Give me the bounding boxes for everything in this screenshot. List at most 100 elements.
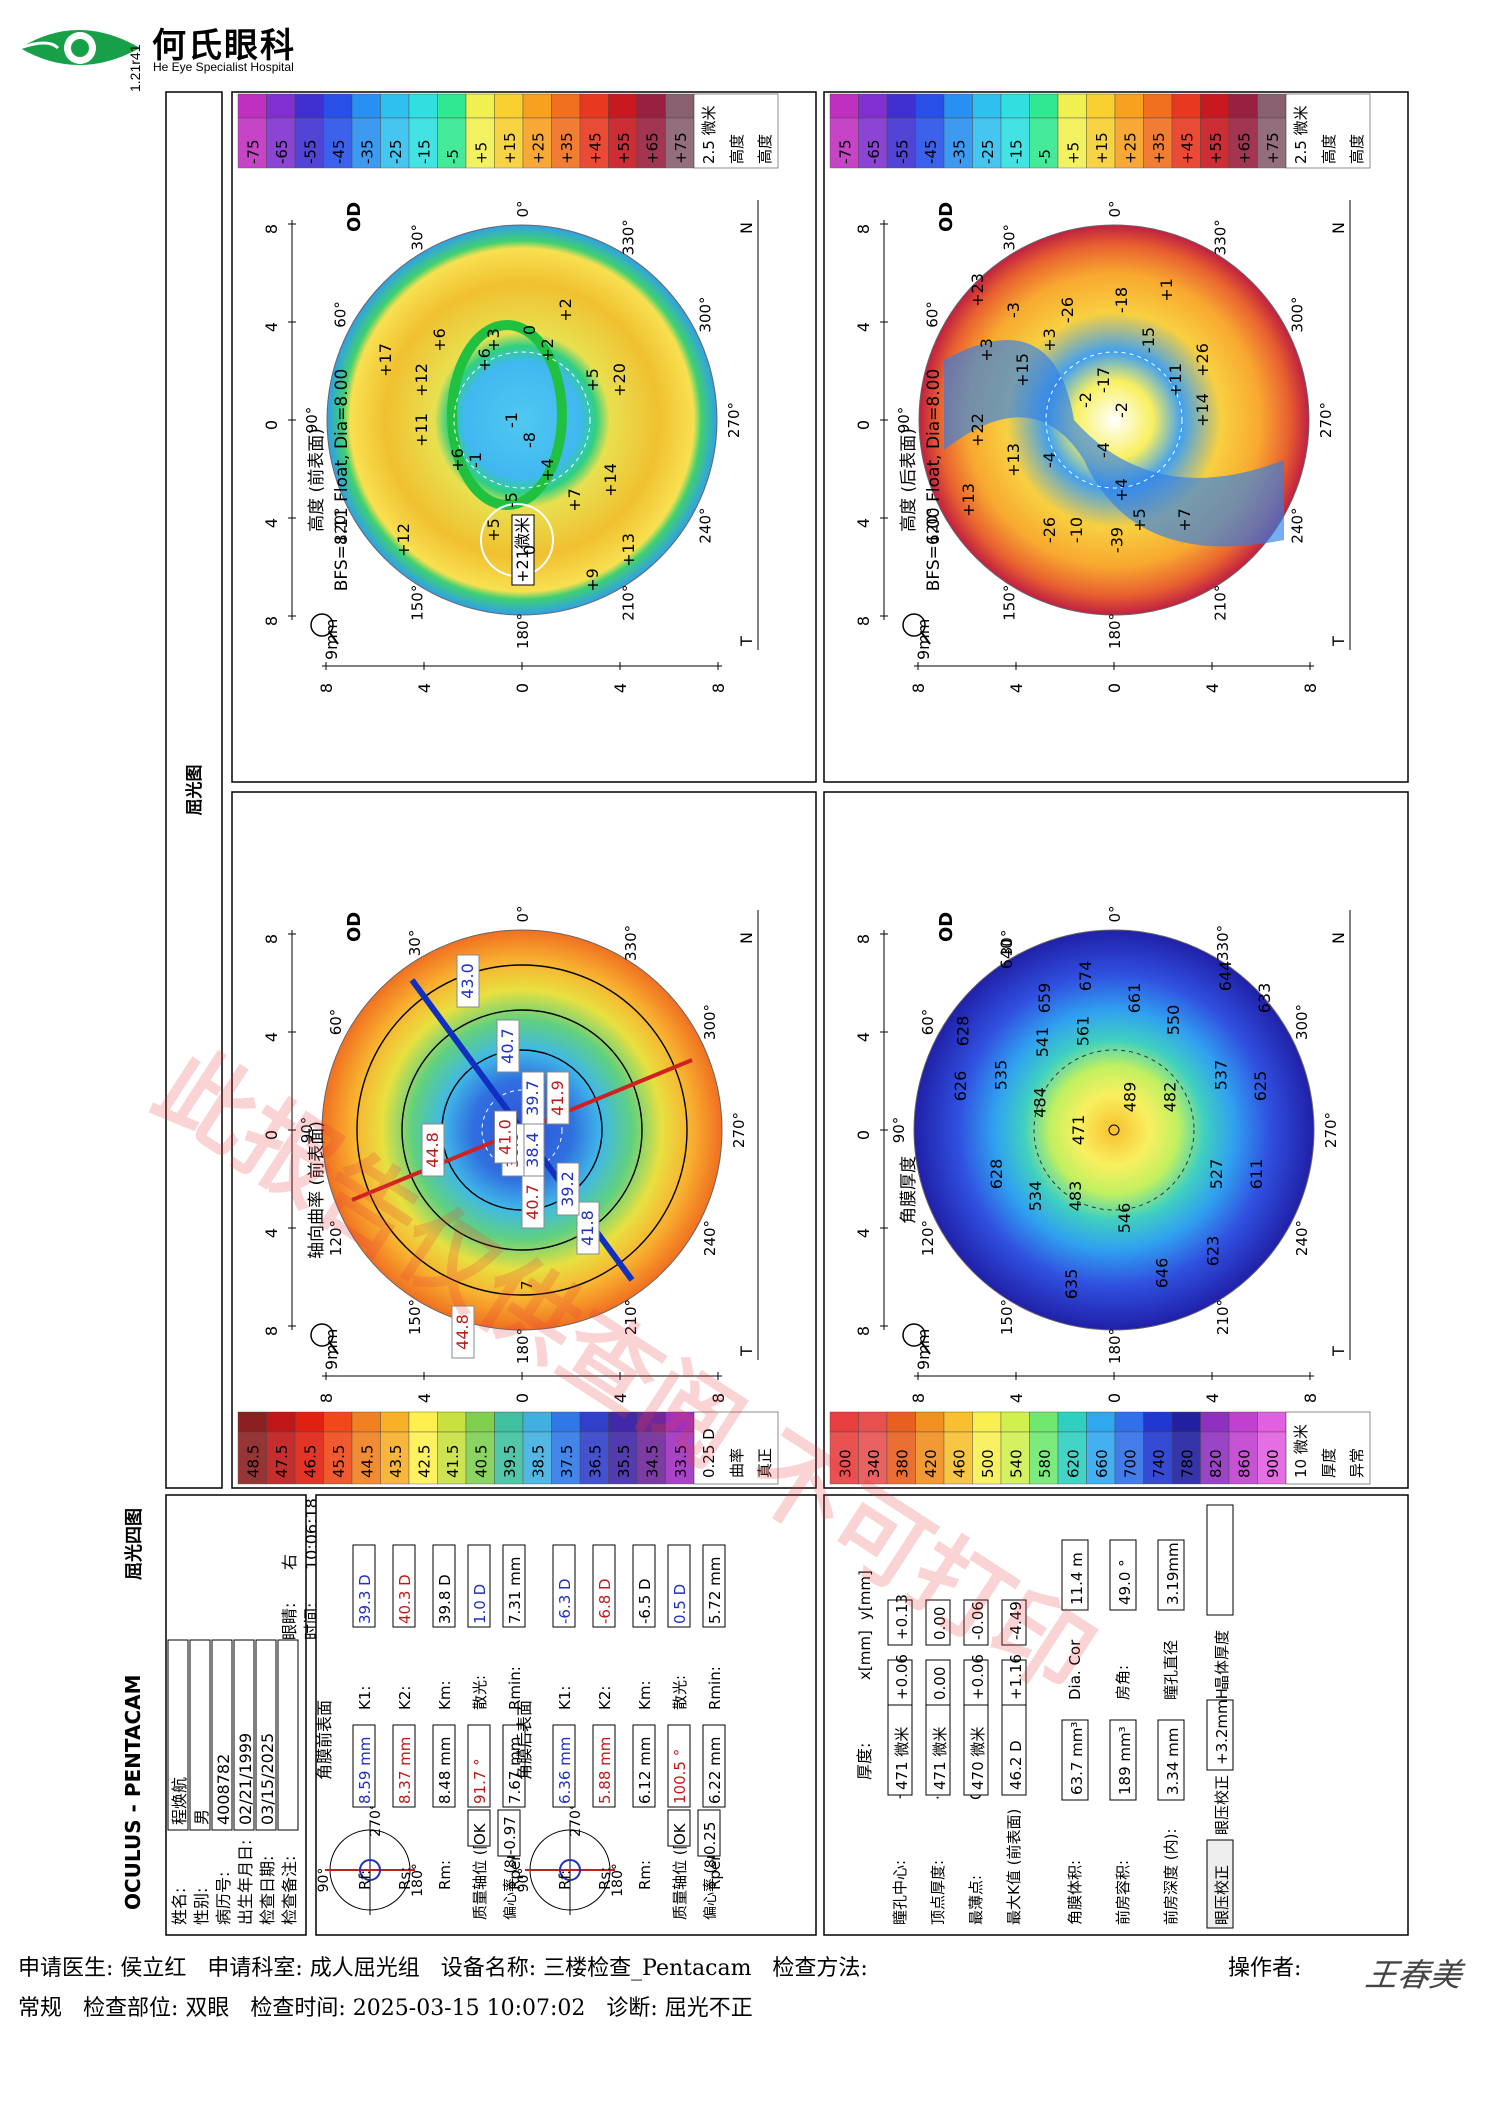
thick-scale-swatch — [1228, 1431, 1258, 1485]
elev-back-scale-unit-box — [1285, 93, 1371, 169]
thick-scale-swatch — [886, 1431, 916, 1485]
posterior-rf: 6.36 mm — [556, 1737, 574, 1804]
axial-center-ring — [481, 1089, 563, 1171]
elev-front-scale-swatch — [465, 93, 495, 119]
thick-value: 628 — [954, 1016, 973, 1047]
eye-label: 眼睛: — [280, 1603, 299, 1640]
anterior-rf-label: Rf: — [356, 1870, 374, 1890]
anterior-ecc: -0.97 — [501, 1816, 519, 1855]
elev-front-value: +20 — [610, 363, 629, 397]
posterior-rf-field — [552, 1724, 576, 1808]
elev-back-scale-swatch — [1114, 93, 1144, 119]
thick-degree-label: 180° — [1106, 1328, 1124, 1364]
thick-scale-label: 860 — [1235, 1449, 1253, 1478]
elev-back-degree-label: 60° — [923, 301, 941, 328]
thick-degree-label: 0° — [1106, 905, 1124, 922]
magnifier-icon[interactable] — [902, 1323, 926, 1347]
axial-value: 44.8 — [453, 1314, 472, 1350]
elev-front-scale-swatch — [294, 117, 324, 169]
thick-scale-swatch — [1114, 1411, 1144, 1433]
iop-corr-label: 眼压校正 — [1213, 1775, 1231, 1835]
magnifier-icon[interactable] — [310, 1323, 334, 1347]
patient-name-field — [167, 1639, 189, 1831]
thick-scale-swatch — [1143, 1411, 1173, 1433]
thick-map — [913, 929, 1315, 1331]
elev-front-value: +7 — [565, 488, 584, 512]
thick-degree-label: 150° — [998, 1299, 1016, 1335]
elev-back-scale-label: +35 — [1150, 132, 1168, 164]
axial-tick-label: 0 — [513, 1393, 532, 1403]
axial-value-box — [521, 1175, 545, 1229]
thick-scale-label: 460 — [950, 1449, 968, 1478]
chamber-pupil_dia-label: 瞳孔直径 — [1162, 1640, 1180, 1700]
apex-value: 471 微米 — [931, 1727, 949, 1790]
axial-degree-label: 240° — [701, 1220, 719, 1256]
axial-scale-swatch — [522, 1411, 552, 1433]
elev-front-scale-swatch — [323, 117, 353, 169]
thick-scale-swatch — [1029, 1431, 1059, 1485]
elev-back-degree-label: 30° — [1001, 224, 1019, 251]
elev-back-value: -39 — [1108, 527, 1127, 553]
elev-front-value: -8 — [520, 432, 539, 448]
thickness-y-header: y[mm] — [856, 1570, 874, 1620]
thick-scale-kind: 厚度 — [1320, 1448, 1338, 1478]
elev-front-scale-swatch — [494, 93, 524, 119]
elev-back-subtitle: BFS=6.00 Float, Dia=8.00 — [924, 369, 944, 592]
axial-degree-label: 60° — [327, 1009, 345, 1036]
axial-scale-swatch — [380, 1411, 410, 1433]
thick-scale-swatch — [858, 1431, 888, 1485]
magnifier-icon[interactable] — [902, 613, 926, 637]
axial-degree-label: 270° — [730, 1112, 748, 1148]
thick-scale-swatch — [1000, 1411, 1030, 1433]
magnifier-icon[interactable] — [310, 613, 334, 637]
axial-tick-label: 8 — [262, 1326, 281, 1336]
axial-degree-label: 120° — [327, 1220, 345, 1256]
axial-tick-label: 8 — [262, 934, 281, 944]
magnifier-icon[interactable] — [329, 632, 339, 645]
magnifier-icon[interactable] — [921, 1342, 931, 1355]
axial-degree-label: 150° — [406, 1299, 424, 1335]
elev-back-scale-label: +55 — [1207, 132, 1225, 164]
thick-value: 535 — [992, 1060, 1011, 1091]
elev-back-scale-mode: 高度 — [1348, 134, 1366, 164]
iop-corr-field — [1206, 1699, 1234, 1771]
pupil-center-label: 瞳孔中心: — [891, 1860, 909, 1925]
patient-dob-field — [233, 1639, 255, 1831]
pupil-center-value: 471 微米 — [893, 1727, 911, 1790]
refraction-title-bar — [165, 91, 223, 1489]
elev-back-value: +4 — [1112, 478, 1131, 502]
elev-front-value: +5 — [583, 368, 602, 392]
posterior-rf-label: Rf: — [556, 1870, 574, 1890]
elev-back-nasal: N — [1329, 222, 1348, 234]
patient-exam_date-label: 检查日期: — [258, 1856, 277, 1925]
axial-tick-label: 4 — [611, 1393, 630, 1403]
thick-scale-swatch — [1171, 1431, 1201, 1485]
elev-front-scale-swatch — [636, 93, 666, 119]
elev-front-value: +12 — [394, 523, 413, 557]
elev-back-scale-swatch — [1200, 117, 1230, 169]
thick-scale-swatch — [1257, 1431, 1287, 1485]
elev-back-scale-swatch — [1029, 117, 1059, 169]
thick-degree-label: 300° — [1293, 1004, 1311, 1040]
elev-back-scale-swatch — [1057, 93, 1087, 119]
elev-front-degree-label: 30° — [409, 224, 427, 251]
iop-button[interactable] — [1206, 1839, 1234, 1929]
elev-front-scale-label: +75 — [672, 132, 690, 164]
anterior-ecc-field — [497, 1809, 521, 1857]
posterior-rs: 5.88 mm — [596, 1737, 614, 1804]
elev-back-tick-label: 4 — [1203, 683, 1222, 693]
elev-front-scale-mode: 高度 — [756, 134, 774, 164]
axial-value-box — [546, 1071, 570, 1125]
axial-degree-label: 90° — [298, 1117, 316, 1144]
elev-front-degree-label: 270° — [725, 402, 743, 438]
elev-front-scale-label: -65 — [273, 140, 291, 165]
elev-front-value: +11 — [412, 413, 431, 447]
axial-scale-swatch — [579, 1431, 609, 1485]
magnifier-icon[interactable] — [921, 632, 931, 645]
elev-front-degree-label: 120° — [331, 507, 349, 543]
elev-front-value: +9 — [583, 568, 602, 592]
lens-label: 晶体厚度 — [1213, 1630, 1231, 1690]
magnifier-icon[interactable] — [329, 1342, 339, 1355]
axial-scale-swatch — [494, 1431, 524, 1485]
